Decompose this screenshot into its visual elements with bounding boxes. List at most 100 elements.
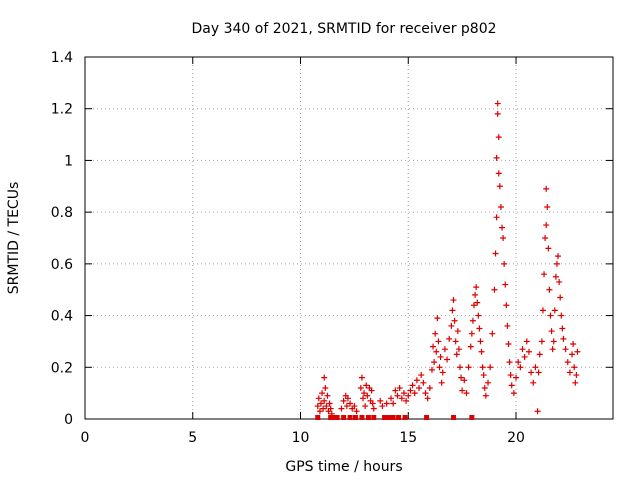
data-point [536,351,543,358]
data-point [497,203,504,210]
data-point [388,395,395,402]
data-point [405,392,412,399]
baseline-marker [315,415,321,420]
data-point [504,322,511,329]
data-point [396,384,403,391]
data-point [476,325,483,332]
data-point [432,330,439,337]
data-point [344,395,351,402]
baseline-marker [396,415,402,420]
data-point [492,250,499,257]
baseline-marker [365,415,371,420]
data-point [494,100,501,107]
data-point [519,346,526,353]
data-point [510,390,517,397]
data-point [508,382,515,389]
data-point [547,312,554,319]
data-point [534,408,541,415]
data-point [358,374,365,381]
x-axis-label: GPS time / hours [285,459,402,475]
data-point [528,369,535,376]
baseline-marker [451,415,457,420]
y-axis-label: SRMTID / TECUs [6,182,22,295]
data-point [390,400,397,407]
data-point [413,377,420,384]
data-point [368,387,375,394]
data-point [458,374,465,381]
data-point [324,392,331,399]
data-point [487,364,494,371]
data-point [479,364,486,371]
data-point [431,359,438,366]
data-point [454,328,461,335]
data-point [315,395,322,402]
data-point [360,395,367,402]
data-point [548,328,555,335]
data-point [573,372,580,379]
data-point [383,400,390,407]
data-point [338,405,345,412]
data-point [553,260,560,267]
baseline-marker [347,415,353,420]
data-point [564,359,571,366]
data-point [361,390,368,397]
baseline-marker [424,415,430,420]
y-tick-label: 0.4 [51,309,73,325]
baseline-marker [352,415,358,420]
data-point [507,372,514,379]
data-point [424,395,431,402]
baseline-marker [386,415,392,420]
data-point [327,405,334,412]
data-point [481,384,488,391]
data-point [494,110,501,117]
data-point [559,325,566,332]
data-point [472,291,479,298]
data-point [482,392,489,399]
data-point [541,271,548,278]
data-point [505,341,512,348]
data-point [477,338,484,345]
data-point [321,374,328,381]
data-point [438,379,445,386]
data-point [538,338,545,345]
data-point [409,382,416,389]
data-point [416,384,423,391]
data-point [418,372,425,379]
y-tick-label: 1.4 [51,50,73,66]
data-point [556,278,563,285]
baseline-marker [341,415,347,420]
data-point [546,286,553,293]
data-point [530,379,537,386]
y-tick-label: 1 [64,153,73,169]
data-point [469,317,476,324]
data-point [364,392,371,399]
data-point [557,294,564,301]
axis-ticks [84,56,613,420]
data-point [444,356,451,363]
data-point [491,286,498,293]
data-point [357,384,364,391]
data-point [570,341,577,348]
data-point [499,224,506,231]
baseline-marker [371,415,377,420]
data-point [363,382,370,389]
data-point [422,390,429,397]
baseline-marker [328,415,334,420]
x-tick-label: 0 [81,430,90,446]
data-point [435,338,442,345]
data-point [501,260,508,267]
data-point [353,408,360,415]
data-point [452,338,459,345]
data-point [473,284,480,291]
data-point [495,170,502,177]
data-point [562,346,569,353]
data-point [426,384,433,391]
baseline-marker [382,415,388,420]
data-point [485,379,492,386]
y-tick-label: 0.2 [51,360,73,376]
x-tick-label: 10 [292,430,310,446]
baseline-marker [331,415,337,420]
baseline-marker [390,415,396,420]
data-point [555,253,562,260]
